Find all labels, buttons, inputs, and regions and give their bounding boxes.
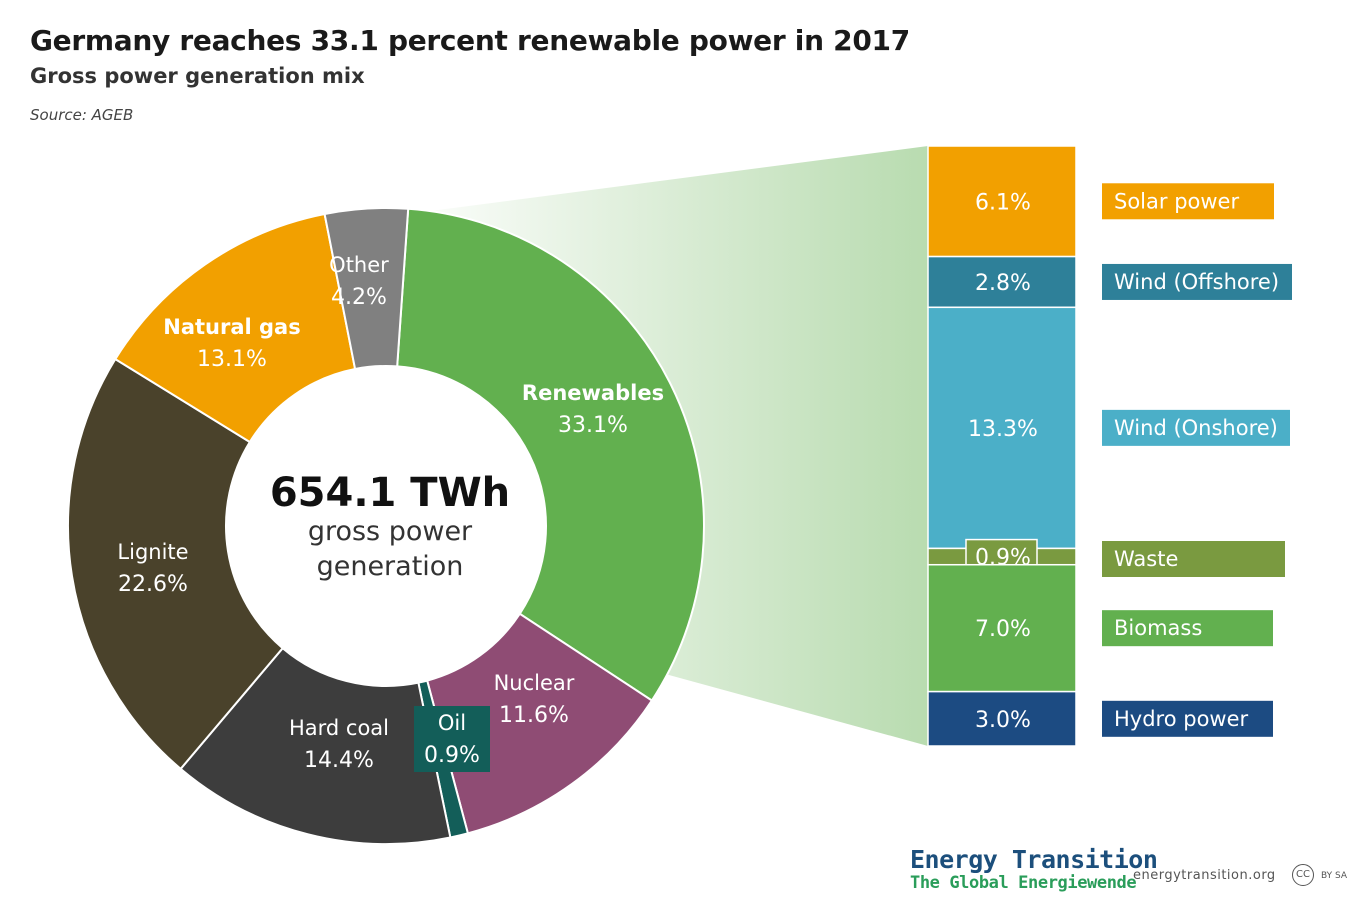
slice-label-nuclear: Nuclear: [494, 671, 575, 695]
segment-solar-power: [927, 145, 1077, 258]
segment-value-solar-power: 6.1%: [975, 190, 1031, 215]
total-label-line2: generation: [317, 551, 464, 582]
brand-sub: The Global Energiewende: [910, 872, 1137, 893]
legend-box-wind-offshore: [1102, 263, 1292, 300]
segment-value-biomass: 7.0%: [975, 617, 1031, 642]
segment-value-wind-offshore: 2.8%: [975, 271, 1031, 296]
legend-label-waste: Waste: [1114, 547, 1178, 571]
total-value: 654.1 TWh: [270, 470, 510, 516]
footer-url[interactable]: energytransition.org: [1133, 868, 1276, 883]
brand-main: Energy Transition: [910, 845, 1158, 874]
brand-logo: Energy Transition The Global Energiewend…: [910, 845, 1158, 893]
legend-label-biomass: Biomass: [1114, 616, 1202, 640]
segment-value-wind-onshore: 13.3%: [968, 417, 1038, 442]
source-note: Source: AGEB: [30, 106, 134, 124]
oil-label-box: [414, 706, 490, 772]
legend-label-solar-power: Solar power: [1114, 189, 1239, 213]
segment-wind-offshore: [927, 255, 1077, 309]
cc-icon: CC: [1292, 864, 1314, 886]
slice-value-natural-gas: 13.1%: [197, 347, 267, 372]
legend-box-hydro-power: [1102, 700, 1273, 737]
legend-box-waste: [1102, 541, 1285, 577]
slice-value-lignite: 22.6%: [118, 572, 188, 597]
slice-value-other: 4.2%: [331, 285, 387, 310]
slice-label-oil: Oil: [438, 711, 466, 735]
legend-label-wind-onshore: Wind (Onshore): [1114, 416, 1278, 440]
legend-label-hydro-power: Hydro power: [1114, 707, 1249, 731]
renewables-stacked-bar: 6.1%2.8%13.3%0.9%7.0%3.0%: [927, 145, 1077, 747]
slice-value-nuclear: 11.6%: [499, 703, 569, 728]
slice-label-other: Other: [329, 253, 389, 277]
chart-subtitle: Gross power generation mix: [30, 64, 365, 88]
slice-value-oil: 0.9%: [424, 743, 480, 768]
cc-license: BY SA: [1321, 871, 1348, 881]
slice-label-lignite: Lignite: [117, 540, 188, 564]
total-label-line1: gross power: [308, 516, 473, 547]
slice-label-renewables: Renewables: [522, 381, 664, 405]
segment-wind-onshore: [927, 306, 1077, 550]
slice-value-hard-coal: 14.4%: [304, 748, 374, 773]
donut-hole: [226, 366, 546, 686]
legend-box-wind-onshore: [1102, 409, 1290, 446]
chart-title: Germany reaches 33.1 percent renewable p…: [30, 24, 910, 57]
segment-hydro-power: [927, 690, 1077, 747]
legend-label-wind-offshore: Wind (Offshore): [1114, 270, 1279, 294]
donut-labels: Renewables 33.1% Nuclear 11.6% Oil 0.9% Hard c…: [117, 253, 664, 773]
segment-biomass: [927, 563, 1077, 693]
renewables-legend: Solar power Wind (Offshore) Wind (Onshore)…: [1102, 183, 1292, 737]
segment-value-hydro-power: 3.0%: [975, 708, 1031, 733]
slice-label-hard-coal: Hard coal: [289, 716, 389, 740]
legend-box-biomass: [1102, 610, 1273, 647]
slice-label-natural-gas: Natural gas: [163, 315, 300, 339]
slice-value-renewables: 33.1%: [558, 413, 628, 438]
legend-box-solar-power: [1102, 183, 1274, 220]
